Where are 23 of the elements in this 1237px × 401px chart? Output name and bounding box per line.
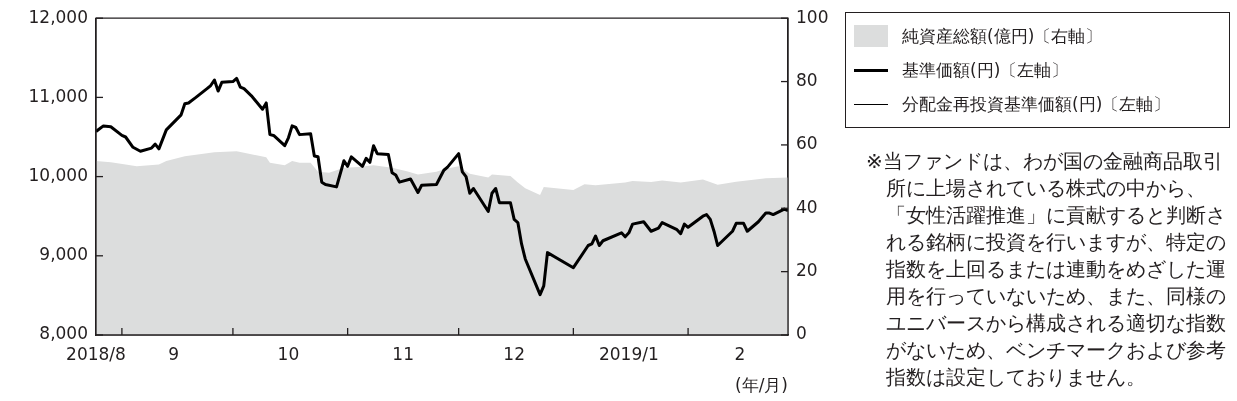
- x-axis-title: (年/月): [735, 375, 788, 396]
- legend-label: 基準価額(円)〔左軸〕: [902, 58, 1069, 82]
- y2-tick-label: 0: [796, 323, 807, 344]
- x-tick-label: 2018/8: [66, 343, 126, 364]
- legend-label: 純資産総額(億円)〔右軸〕: [902, 24, 1103, 48]
- x-tick-label: 9: [168, 343, 180, 364]
- y2-tick-label: 20: [796, 260, 818, 281]
- y-tick-label: 12,000: [28, 6, 88, 27]
- y2-tick-label: 100: [796, 6, 829, 27]
- y-tick-label: 10,000: [28, 165, 88, 186]
- x-tick-label: 12: [503, 343, 525, 364]
- y2-tick-label: 60: [796, 133, 818, 154]
- y-tick-label: 11,000: [28, 85, 88, 106]
- x-tick-label: 10: [277, 343, 300, 364]
- y2-tick-label: 40: [796, 196, 818, 217]
- y-tick-label: 8,000: [39, 323, 88, 344]
- x-tick-label: 2: [734, 343, 746, 364]
- x-tick-label: 11: [392, 343, 414, 364]
- y-tick-label: 9,000: [39, 244, 88, 265]
- text: ※当ファンドは、わが国の金融商品取引所に上場されている株式の中から、「女性活躍推進」に貢献すると判断される銘柄に投資を行いますが、特定の指数を上回るまたは連動をめざした運用を行っていないため、また、同様のユニバースから構成される適切な指数がないため、ベンチマークおよび参考指数は設定しておりません。: [866, 149, 1226, 389]
- legend-label: 分配金再投資基準価額(円)〔左軸〕: [902, 92, 1171, 116]
- y2-tick-label: 80: [796, 69, 818, 90]
- x-tick-label: 2019/1: [598, 343, 659, 364]
